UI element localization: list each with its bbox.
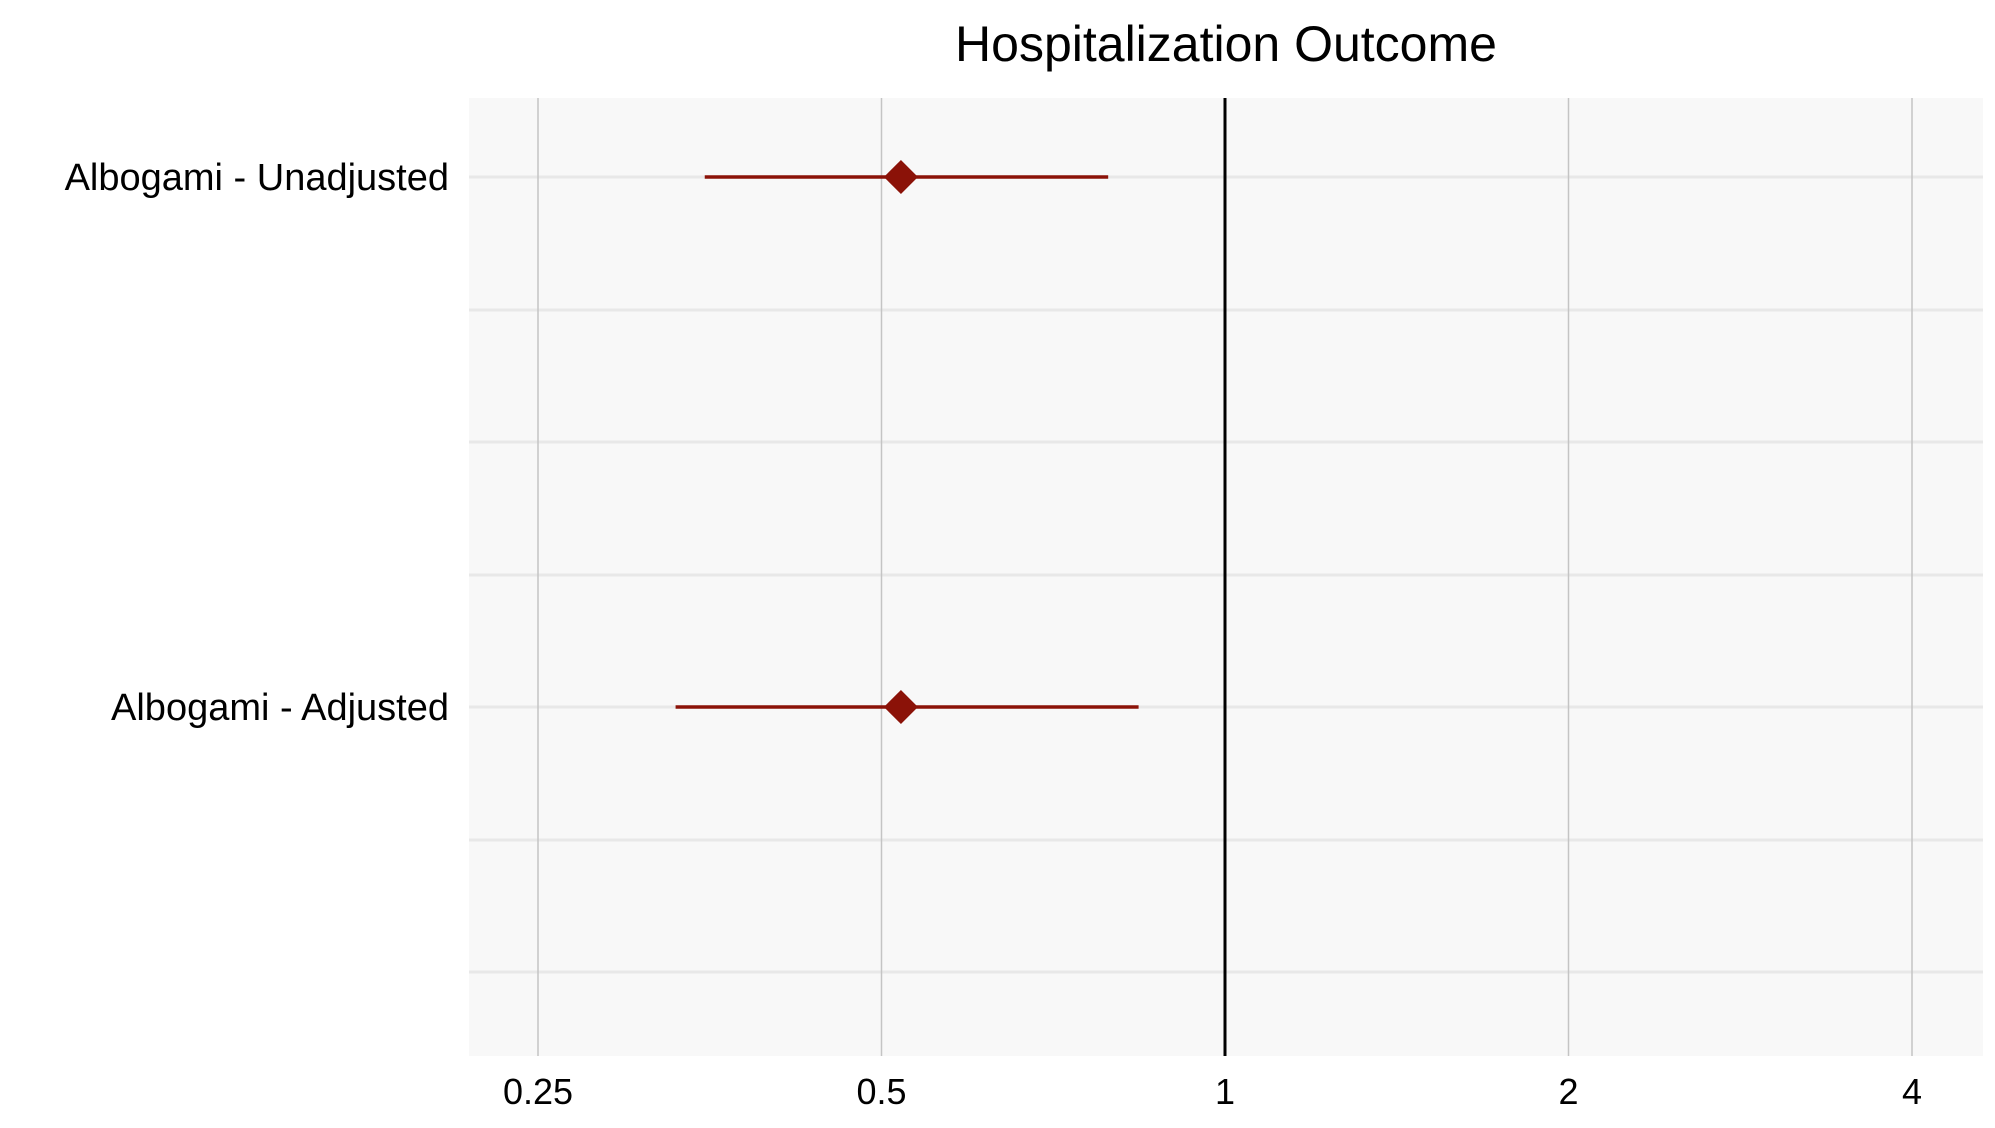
x-axis-ticks: 0.25 0.5 1 2 4 [503,1071,1922,1112]
estimate-marks [675,160,1139,724]
x-tick-label: 4 [1902,1071,1922,1112]
x-tick-label: 1 [1215,1071,1235,1112]
point-estimate-diamond [883,160,918,194]
row-labels: Albogami - Unadjusted Albogami - Adjusted [65,157,449,729]
point-estimate-diamond [883,690,918,724]
row-label: Albogami - Unadjusted [65,157,449,199]
x-tick-label: 0.5 [856,1071,906,1112]
x-tick-label: 0.25 [503,1071,573,1112]
x-tick-label: 2 [1558,1071,1578,1112]
chart-title: Hospitalization Outcome [955,16,1497,72]
row-label: Albogami - Adjusted [111,687,449,729]
